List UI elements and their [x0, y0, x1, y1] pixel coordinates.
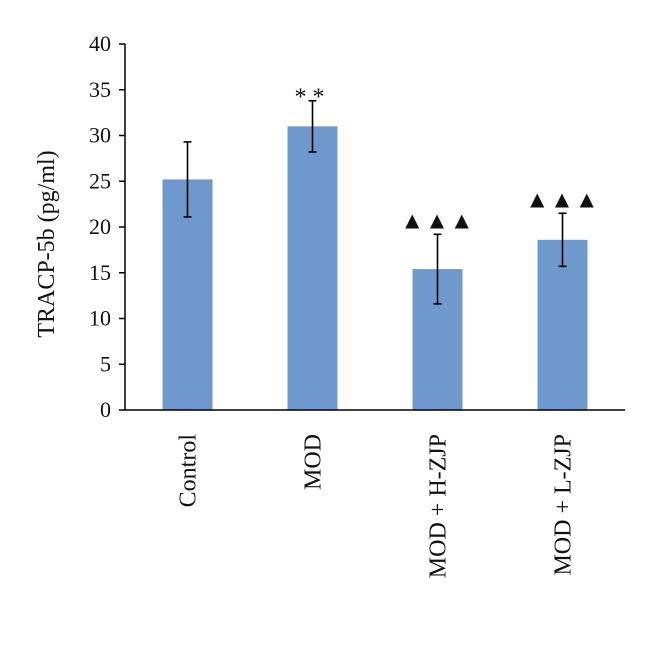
x-category-label: MOD + L-ZJP — [551, 434, 577, 576]
error-bars — [183, 99, 567, 305]
significance-marker: ▲▲▲ — [525, 187, 599, 213]
y-tick-label: 15 — [89, 260, 111, 285]
y-tick-label: 35 — [89, 77, 111, 102]
y-tick-label: 30 — [89, 123, 111, 148]
y-tick-label: 10 — [89, 306, 111, 331]
y-axis-ticks: 0 5 10 15 20 25 30 35 40 — [89, 31, 125, 422]
bars — [162, 126, 588, 410]
x-category-label: MOD — [301, 434, 327, 490]
significance-marker: ** — [295, 85, 331, 111]
y-axis-title: TRACP-5b (pg/ml) — [34, 150, 60, 337]
bar — [287, 126, 338, 410]
y-tick-label: 40 — [89, 31, 111, 56]
y-tick-label: 25 — [89, 168, 111, 193]
significance-markers: ** ▲▲▲ ▲▲▲ — [295, 85, 599, 235]
bar — [537, 239, 588, 410]
y-tick-label: 5 — [100, 351, 111, 376]
x-category-label: MOD + H-ZJP — [426, 434, 452, 578]
y-tick-label: 0 — [100, 397, 111, 422]
x-category-label: Control — [176, 434, 202, 508]
significance-marker: ▲▲▲ — [400, 208, 474, 234]
bar — [162, 179, 213, 410]
x-axis-labels: Control MOD MOD + H-ZJP MOD + L-ZJP — [176, 434, 577, 579]
y-tick-label: 20 — [89, 214, 111, 239]
